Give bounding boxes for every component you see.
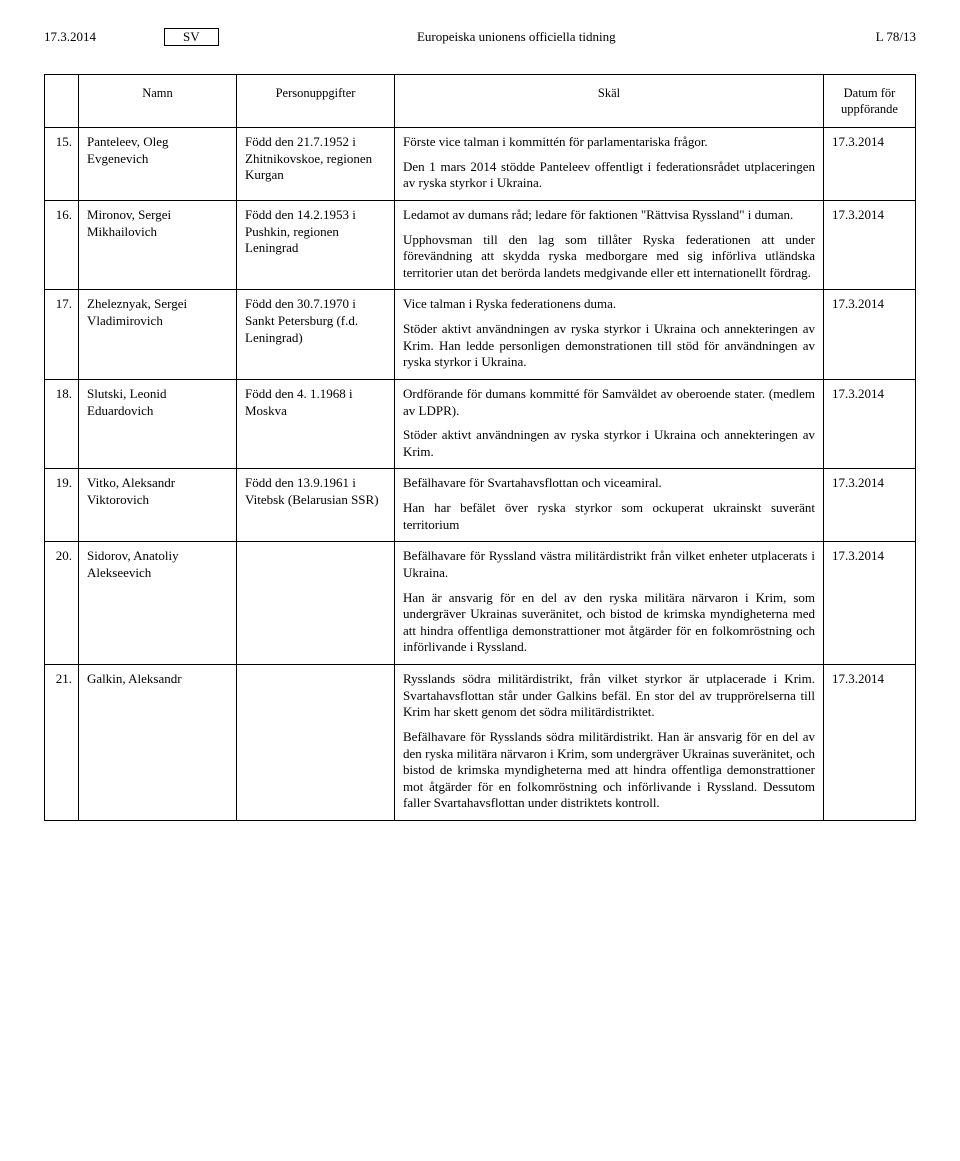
table-body: 15.Panteleev, Oleg EvgenevichFödd den 21… <box>45 128 916 821</box>
cell-listing-date: 17.3.2014 <box>824 128 916 201</box>
table-row: 16.Mironov, Sergei MikhailovichFödd den … <box>45 200 916 290</box>
reason-paragraph: Upphovsman till den lag som tillåter Rys… <box>403 232 815 282</box>
cell-number: 17. <box>45 290 79 380</box>
table-row: 17.Zheleznyak, Sergei VladimirovichFödd … <box>45 290 916 380</box>
cell-listing-date: 17.3.2014 <box>824 200 916 290</box>
cell-personal-data <box>237 665 395 821</box>
reason-paragraph: Den 1 mars 2014 stödde Panteleev offentl… <box>403 159 815 192</box>
cell-personal-data: Född den 14.2.1953 i Pushkin, regionen L… <box>237 200 395 290</box>
col-header-personal-data: Personuppgifter <box>237 75 395 128</box>
reason-paragraph: Förste vice talman i kommittén för parla… <box>403 134 815 151</box>
reason-paragraph: Rysslands södra militärdistrikt, från vi… <box>403 671 815 721</box>
cell-reason: Ordförande för dumans kommitté för Samvä… <box>395 379 824 469</box>
reason-paragraph: Stöder aktivt användningen av ryska styr… <box>403 321 815 371</box>
header-date-left: 17.3.2014 <box>44 29 164 45</box>
col-header-reason: Skäl <box>395 75 824 128</box>
reason-paragraph: Ordförande för dumans kommitté för Samvä… <box>403 386 815 419</box>
table-row: 19.Vitko, Aleksandr ViktorovichFödd den … <box>45 469 916 542</box>
reason-paragraph: Stöder aktivt användningen av ryska styr… <box>403 427 815 460</box>
reason-paragraph: Befälhavare för Ryssland västra militärd… <box>403 548 815 581</box>
cell-personal-data: Född den 13.9.1961 i Vitebsk (Belarusian… <box>237 469 395 542</box>
header-lang-box: SV <box>164 28 219 46</box>
reason-paragraph: Vice talman i Ryska federationens duma. <box>403 296 815 313</box>
reason-paragraph: Befälhavare för Rysslands södra militärd… <box>403 729 815 812</box>
cell-number: 16. <box>45 200 79 290</box>
reason-paragraph: Han har befälet över ryska styrkor som o… <box>403 500 815 533</box>
cell-listing-date: 17.3.2014 <box>824 469 916 542</box>
table-row: 18.Slutski, Leonid EduardovichFödd den 4… <box>45 379 916 469</box>
cell-listing-date: 17.3.2014 <box>824 290 916 380</box>
cell-reason: Förste vice talman i kommittén för parla… <box>395 128 824 201</box>
cell-reason: Befälhavare för Ryssland västra militärd… <box>395 542 824 665</box>
cell-reason: Befälhavare för Svartahavsflottan och vi… <box>395 469 824 542</box>
cell-name: Sidorov, Anatoliy Alekseevich <box>79 542 237 665</box>
cell-name: Panteleev, Oleg Evgenevich <box>79 128 237 201</box>
col-header-number <box>45 75 79 128</box>
cell-personal-data: Född den 4. 1.1968 i Moskva <box>237 379 395 469</box>
cell-personal-data: Född den 21.7.1952 i Zhitnikovskoe, regi… <box>237 128 395 201</box>
cell-name: Vitko, Aleksandr Viktorovich <box>79 469 237 542</box>
col-header-name: Namn <box>79 75 237 128</box>
table-row: 20.Sidorov, Anatoliy Alekseevich Befälhav… <box>45 542 916 665</box>
table-row: 21.Galkin, Aleksandr Rysslands södra mili… <box>45 665 916 821</box>
col-header-date: Datum för uppförande <box>824 75 916 128</box>
header-journal-title: Europeiska unionens officiella tidning <box>237 29 796 45</box>
cell-listing-date: 17.3.2014 <box>824 379 916 469</box>
cell-name: Slutski, Leonid Eduardovich <box>79 379 237 469</box>
cell-name: Galkin, Aleksandr <box>79 665 237 821</box>
table-header-row: Namn Personuppgifter Skäl Datum för uppf… <box>45 75 916 128</box>
reason-paragraph: Ledamot av dumans råd; ledare för faktio… <box>403 207 815 224</box>
cell-number: 19. <box>45 469 79 542</box>
cell-name: Mironov, Sergei Mikhailovich <box>79 200 237 290</box>
header-page-ref: L 78/13 <box>796 29 916 45</box>
cell-reason: Vice talman i Ryska federationens duma. S… <box>395 290 824 380</box>
table-row: 15.Panteleev, Oleg EvgenevichFödd den 21… <box>45 128 916 201</box>
cell-number: 21. <box>45 665 79 821</box>
reason-paragraph: Befälhavare för Svartahavsflottan och vi… <box>403 475 815 492</box>
cell-number: 18. <box>45 379 79 469</box>
page-header: 17.3.2014 SV Europeiska unionens officie… <box>44 28 916 46</box>
cell-number: 20. <box>45 542 79 665</box>
listing-table: Namn Personuppgifter Skäl Datum för uppf… <box>44 74 916 821</box>
cell-personal-data <box>237 542 395 665</box>
cell-listing-date: 17.3.2014 <box>824 665 916 821</box>
cell-reason: Ledamot av dumans råd; ledare för faktio… <box>395 200 824 290</box>
reason-paragraph: Han är ansvarig för en del av den ryska … <box>403 590 815 657</box>
cell-personal-data: Född den 30.7.1970 i Sankt Petersburg (f… <box>237 290 395 380</box>
cell-reason: Rysslands södra militärdistrikt, från vi… <box>395 665 824 821</box>
cell-name: Zheleznyak, Sergei Vladimirovich <box>79 290 237 380</box>
cell-listing-date: 17.3.2014 <box>824 542 916 665</box>
cell-number: 15. <box>45 128 79 201</box>
